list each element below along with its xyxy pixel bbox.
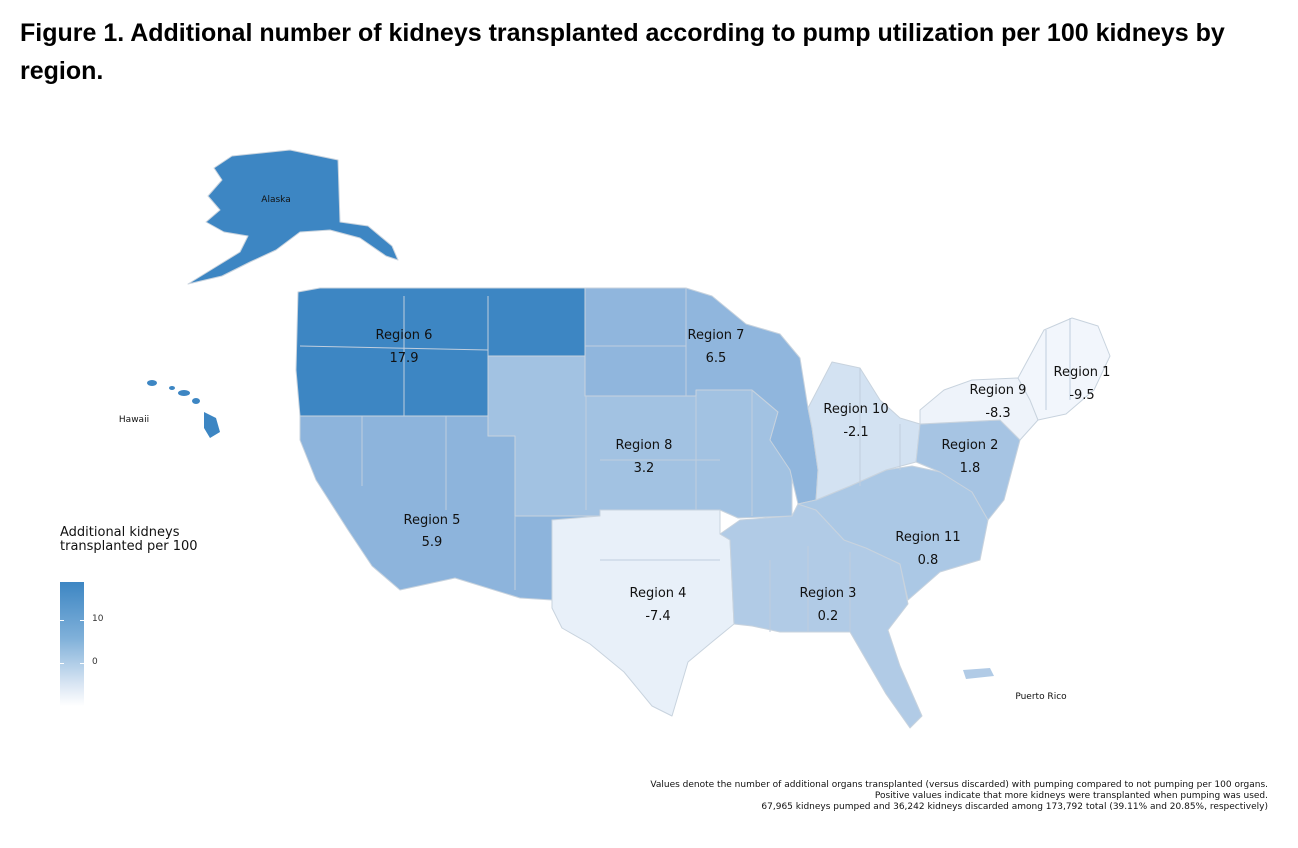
legend-tick-mark-0-right	[80, 663, 84, 664]
legend-tick-10: 10	[92, 614, 104, 624]
region-2-name: Region 2	[942, 438, 999, 453]
region-9-value: -8.3	[985, 406, 1010, 421]
region-3-name: Region 3	[800, 586, 857, 601]
region-5-name: Region 5	[404, 513, 461, 528]
hawaii-shape	[147, 380, 220, 438]
note-line-2: Positive values indicate that more kidne…	[874, 791, 1268, 801]
legend-tick-0: 0	[92, 657, 98, 667]
legend-color-bar	[60, 582, 84, 706]
region-7-name: Region 7	[688, 328, 745, 343]
figure-notes: Values denote the number of additional o…	[368, 780, 1268, 813]
region-5-value: 5.9	[422, 535, 443, 550]
note-line-1: Values denote the number of additional o…	[650, 780, 1268, 790]
region-8-value: 3.2	[634, 461, 655, 476]
region-8-name: Region 8	[616, 438, 673, 453]
region-11-value: 0.8	[918, 553, 939, 568]
region-7-value: 6.5	[706, 351, 727, 366]
legend-tick-mark-10-right	[80, 620, 84, 621]
region-6-value: 17.9	[390, 351, 419, 366]
region-2-value: 1.8	[960, 461, 981, 476]
legend-title: Additional kidneys transplanted per 100	[60, 525, 198, 554]
region-3-value: 0.2	[818, 609, 839, 624]
region-1-shape	[1017, 317, 1111, 421]
region-1-name: Region 1	[1054, 365, 1111, 380]
region-4-value: -7.4	[645, 609, 670, 624]
region-6-name: Region 6	[376, 328, 433, 343]
alaska-label: Alaska	[261, 195, 290, 205]
figure-title: Figure 1. Additional number of kidneys t…	[20, 19, 1225, 85]
region-1-value: -9.5	[1069, 388, 1094, 403]
note-line-3: 67,965 kidneys pumped and 36,242 kidneys…	[761, 802, 1268, 812]
region-10-value: -2.1	[843, 425, 868, 440]
hawaii-label: Hawaii	[119, 415, 149, 425]
region-9-name: Region 9	[970, 383, 1027, 398]
puerto-rico-label: Puerto Rico	[1015, 692, 1067, 702]
region-10-name: Region 10	[823, 402, 888, 417]
puerto-rico-shape	[963, 668, 994, 679]
region-4-shape	[551, 509, 735, 717]
region-11-name: Region 11	[895, 530, 960, 545]
region-4-name: Region 4	[630, 586, 687, 601]
alaska-shape	[187, 149, 399, 285]
legend-tick-mark-0-left	[60, 663, 64, 664]
legend-tick-mark-10-left	[60, 620, 64, 621]
